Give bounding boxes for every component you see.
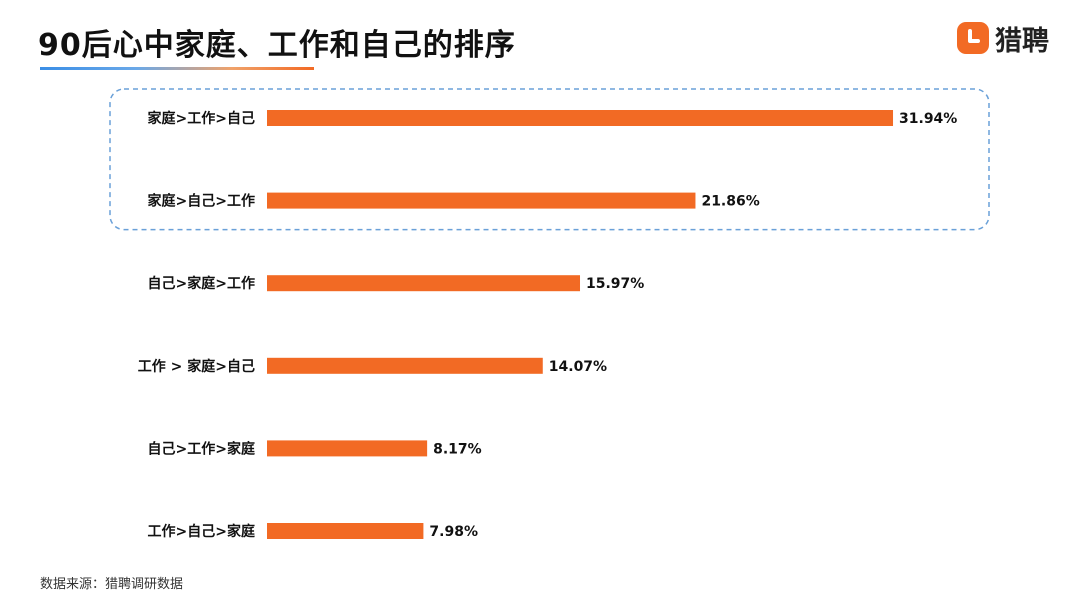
data-label: 14.07% (549, 359, 607, 375)
data-label: 7.98% (429, 524, 478, 540)
data-label: 15.97% (586, 276, 644, 292)
liepin-logo-icon (957, 22, 989, 54)
category-label: 自己>家庭>工作 (148, 275, 255, 292)
logo-text: 猎聘 (995, 25, 1049, 57)
bar (267, 357, 543, 374)
category-label: 工作>自己>家庭 (148, 523, 256, 540)
highlight-frame (109, 88, 990, 231)
data-label: 8.17% (433, 441, 482, 457)
category-label: 家庭>工作>自己 (148, 110, 255, 127)
bar (267, 192, 696, 209)
category-label: 工作 > 家庭>自己 (138, 358, 255, 375)
category-label: 家庭>自己>工作 (148, 193, 255, 210)
data-source-note: 数据来源：猎聘调研数据 (40, 577, 184, 592)
data-label: 31.94% (899, 111, 957, 127)
bar (267, 275, 581, 292)
brand-logo: 猎聘 (957, 20, 1049, 57)
page-title: 90后心中家庭、工作和自己的排序 (38, 28, 516, 63)
title-underline (40, 67, 314, 70)
bar (267, 523, 424, 539)
bar (267, 440, 428, 457)
bar (267, 110, 894, 126)
data-label: 21.86% (701, 194, 759, 210)
category-label: 自己>工作>家庭 (148, 440, 256, 457)
